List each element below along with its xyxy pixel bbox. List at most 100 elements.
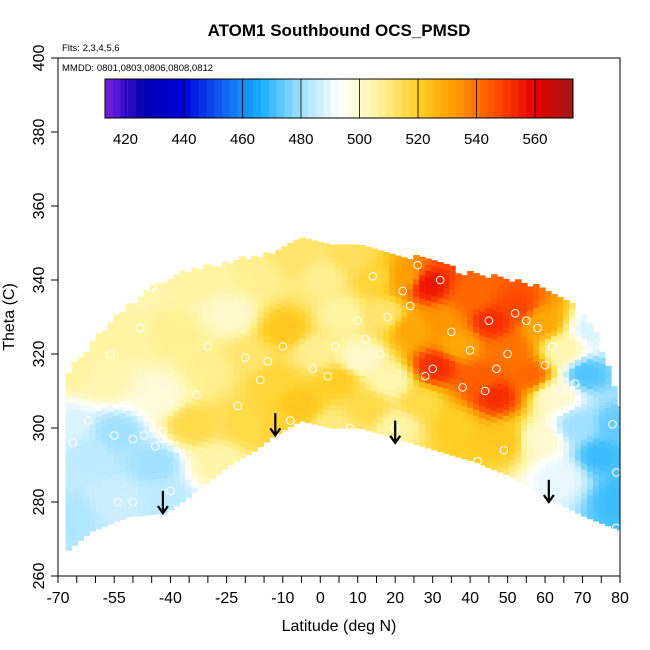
heatmap-cell [71,497,79,505]
heatmap-cell [605,519,612,527]
heatmap-cell [185,402,192,410]
heatmap-cell [347,356,354,364]
heatmap-cell [617,406,620,413]
heatmap-cell [125,315,133,323]
heatmap-cell [509,305,516,312]
heatmap-cell [239,374,246,382]
heatmap-cell [407,336,414,343]
heatmap-cell [479,429,486,436]
heatmap-cell [167,462,174,470]
heatmap-cell [227,281,234,288]
heatmap-cell [245,288,252,296]
heatmap-cell [305,410,312,418]
heatmap-cell [485,402,492,409]
heatmap-cell [413,408,420,416]
heatmap-cell [461,358,468,365]
heatmap-cell [179,323,186,331]
heatmap-cell [617,459,620,466]
heatmap-cell [179,377,186,384]
heatmap-cell [605,383,612,391]
heatmap-cell [305,304,312,311]
sample-point [510,309,520,318]
heatmap-cell [227,399,234,406]
heatmap-cell [77,433,85,441]
heatmap-cell [161,430,168,437]
heatmap-cell [173,405,180,412]
heatmap-cell [581,338,588,345]
heatmap-cell [233,295,240,302]
heatmap-cell [119,406,127,414]
heatmap-cell [569,314,576,322]
heatmap-cell [263,370,270,378]
heatmap-cell [323,379,330,387]
heatmap-cell [413,278,420,286]
heatmap-cell [161,465,168,473]
heatmap-cell [413,402,420,410]
heatmap-cell [83,375,91,382]
heatmap-cell [359,357,366,364]
heatmap-cell [113,314,121,321]
heatmap-cell [527,363,534,370]
heatmap-cell [245,318,252,325]
heatmap-cell [71,426,79,434]
heatmap-cell [341,262,348,269]
heatmap-cell [89,383,97,390]
heatmap-cell [197,328,204,335]
heatmap-cell [401,340,408,347]
heatmap-cell [389,389,396,397]
heatmap-cell [239,422,246,429]
heatmap-cell [263,382,270,390]
heatmap-cell [467,377,474,385]
heatmap-cell [437,321,444,328]
heatmap-cell [569,391,576,399]
heatmap-cell [545,368,552,375]
heatmap-cell [311,329,318,336]
heatmap-cell [425,394,432,402]
heatmap-cell [263,341,270,348]
heatmap-cell [155,496,162,503]
heatmap-cell [287,373,294,380]
heatmap-cell [155,306,162,314]
heatmap-cell [509,370,516,377]
heatmap-cell [125,380,133,388]
heatmap-cell [533,437,540,445]
heatmap-cell [155,354,162,361]
heatmap-cell [383,340,390,348]
heatmap-cell [233,372,240,379]
heatmap-cell [599,470,606,477]
heatmap-cell [305,404,312,412]
heatmap-cell [443,364,450,372]
heatmap-cell [137,338,145,345]
heatmap-cell [143,449,151,457]
heatmap-cell [179,436,186,443]
heatmap-cell [575,453,582,461]
heatmap-cell [431,402,438,409]
heatmap-cell [467,336,474,343]
heatmap-cell [443,269,450,277]
heatmap-cell [395,285,402,292]
heatmap-cell [119,430,127,437]
heatmap-cell [521,466,528,473]
heatmap-cell [137,385,145,392]
heatmap-cell [485,366,492,374]
heatmap-cell [377,344,384,352]
heatmap-cell [545,439,552,446]
colorbar-swatch [253,79,262,118]
colorbar-swatch [456,79,465,118]
heatmap-cell [413,391,420,398]
heatmap-cell [473,450,480,458]
heatmap-cell [215,438,222,445]
heatmap-cell [269,336,276,344]
heatmap-cell [329,392,336,399]
heatmap-cell [137,391,145,398]
heatmap-cell [395,297,402,304]
heatmap-cell [227,393,234,401]
heatmap-cell [611,492,618,500]
heatmap-cell [185,443,192,451]
heatmap-cell [425,305,432,313]
heatmap-cell [419,280,426,287]
heatmap-cell [443,429,450,437]
heatmap-cell [263,311,270,319]
heatmap-cell [515,362,522,369]
heatmap-cell [143,331,151,339]
